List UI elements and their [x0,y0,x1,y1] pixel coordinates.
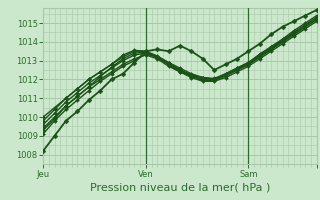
X-axis label: Pression niveau de la mer( hPa ): Pression niveau de la mer( hPa ) [90,183,270,193]
